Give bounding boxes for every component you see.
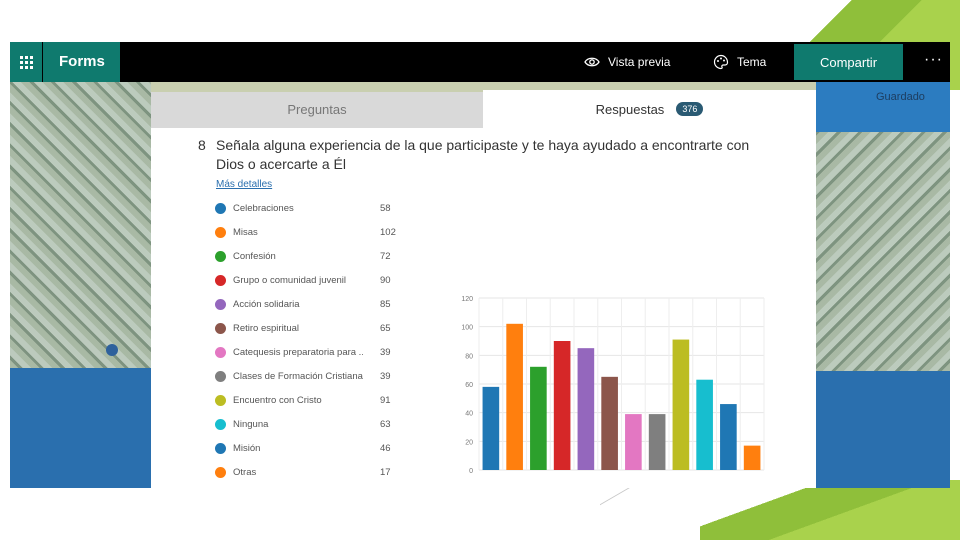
legend-item: Retiro espiritual 65: [215, 316, 405, 340]
question-number: 8: [198, 137, 206, 153]
bar-3[interactable]: Confesión: 72: [530, 366, 547, 470]
bar-9[interactable]: Encuentro con Cristo: 91: [672, 339, 690, 470]
y-tick-label: 20: [465, 439, 473, 446]
y-tick-label: 0: [469, 468, 473, 475]
tab-questions[interactable]: Preguntas: [151, 92, 483, 128]
legend-label: Ninguna: [233, 418, 269, 430]
legend-value: 17: [380, 466, 391, 478]
y-tick-label: 60: [465, 382, 473, 389]
bar-12[interactable]: Otras: 17: [743, 445, 761, 470]
legend-value: 91: [380, 394, 391, 406]
legend-color-dot: [215, 274, 226, 286]
artwork-dot: [106, 344, 118, 356]
bar-5[interactable]: Acción solidaria: 85: [577, 348, 595, 470]
slide-decoration-bottom: [700, 480, 960, 540]
legend-item: Ninguna 63: [215, 412, 405, 436]
legend-label: Misas: [233, 226, 258, 238]
legend-label: Confesión: [233, 250, 276, 262]
legend-color-dot: [215, 226, 226, 238]
palette-icon: [713, 54, 729, 70]
bar-6[interactable]: Retiro espiritual: 65: [601, 376, 618, 470]
responses-panel: 8 Señala alguna experiencia de la que pa…: [151, 128, 816, 488]
legend-item: Confesión 72: [215, 244, 405, 268]
responses-bar-chart: 0 20 40 60 80 100 120 Celebraciones: 58 Misas: 1…: [461, 296, 765, 475]
legend-value: 39: [380, 370, 391, 382]
bar-7[interactable]: Catequesis preparatoria para ...: 39: [625, 414, 642, 470]
legend-value: 65: [380, 322, 391, 334]
eye-icon: [584, 57, 600, 67]
legend-item: Otras 17: [215, 460, 405, 484]
tab-responses-label: Respuestas: [595, 101, 665, 117]
legend-label: Retiro espiritual: [233, 322, 299, 334]
legend-value: 102: [380, 226, 396, 238]
waffle-icon: [19, 55, 33, 69]
legend-label: Misión: [233, 442, 261, 454]
legend-label: Otras: [233, 466, 257, 478]
app-launcher-button[interactable]: [10, 42, 42, 82]
legend-value: 58: [380, 202, 391, 214]
legend-label: Catequesis preparatoria para ...: [233, 346, 363, 358]
theme-label: Tema: [737, 55, 767, 69]
legend-item: Grupo o comunidad juvenil 90: [215, 268, 405, 292]
y-tick-label: 80: [465, 353, 473, 360]
bar-10[interactable]: Ninguna: 63: [696, 379, 713, 470]
bar-8[interactable]: Clases de Formación Cristiana: 39: [648, 414, 666, 470]
background-blue-strip: [816, 82, 950, 132]
legend-item: Catequesis preparatoria para ... 39: [215, 340, 405, 364]
bar-11[interactable]: Misión: 46: [720, 404, 737, 470]
tab-responses[interactable]: Respuestas 376: [483, 90, 816, 128]
legend-item: Encuentro con Cristo 91: [215, 388, 405, 412]
legend-color-dot: [215, 250, 226, 262]
more-details-link[interactable]: Más detalles: [216, 179, 273, 190]
legend-item: Misas 102: [215, 220, 405, 244]
bar-4[interactable]: Grupo o comunidad juvenil: 90: [553, 341, 571, 470]
question-text: Señala alguna experiencia de la que part…: [216, 137, 750, 172]
responses-count-badge: 376: [676, 102, 704, 116]
legend-value: 39: [380, 346, 391, 358]
legend-color-dot: [215, 394, 226, 406]
legend-color-dot: [215, 202, 226, 214]
preview-button[interactable]: Vista previa: [584, 42, 670, 82]
legend-color-dot: [215, 466, 226, 478]
preview-label: Vista previa: [608, 55, 671, 69]
top-bar: Forms Vista previa Tema Compartir ···: [10, 42, 950, 82]
legend-label: Grupo o comunidad juvenil: [233, 274, 347, 286]
legend-value: 90: [380, 274, 391, 286]
legend-label: Celebraciones: [233, 202, 294, 214]
background-artwork-left: [10, 82, 151, 368]
legend-color-dot: [215, 418, 226, 430]
app-name[interactable]: Forms: [43, 42, 120, 82]
forms-screenshot: Forms Vista previa Tema Compartir ··· Gu…: [10, 42, 950, 488]
y-tick-label: 100: [461, 325, 473, 332]
legend: Celebraciones 58 Misas 102 Confesión 72 Grupo …: [215, 196, 405, 484]
legend-color-dot: [215, 322, 226, 334]
legend-value: 46: [380, 442, 391, 454]
bar-2[interactable]: Misas: 102: [506, 323, 523, 470]
legend-item: Celebraciones 58: [215, 196, 405, 220]
legend-label: Acción solidaria: [233, 298, 300, 310]
legend-label: Encuentro con Cristo: [233, 394, 322, 406]
legend-item: Clases de Formación Cristiana 39: [215, 364, 405, 388]
legend-value: 85: [380, 298, 391, 310]
legend-color-dot: [215, 442, 226, 454]
y-tick-label: 120: [461, 296, 473, 303]
legend-value: 72: [380, 250, 391, 262]
legend-color-dot: [215, 346, 226, 358]
bar-1[interactable]: Celebraciones: 58: [482, 386, 500, 470]
legend-item: Misión 46: [215, 436, 405, 460]
saved-status: Guardado: [876, 91, 925, 103]
theme-button[interactable]: Tema: [713, 42, 766, 82]
more-options-button[interactable]: ···: [924, 51, 943, 68]
legend-color-dot: [215, 370, 226, 382]
share-button[interactable]: Compartir: [794, 44, 903, 80]
background-artwork-top: [151, 82, 816, 92]
legend-value: 63: [380, 418, 391, 430]
y-tick-label: 40: [465, 411, 473, 418]
legend-item: Acción solidaria 85: [215, 292, 405, 316]
legend-label: Clases de Formación Cristiana: [233, 370, 363, 382]
legend-color-dot: [215, 298, 226, 310]
